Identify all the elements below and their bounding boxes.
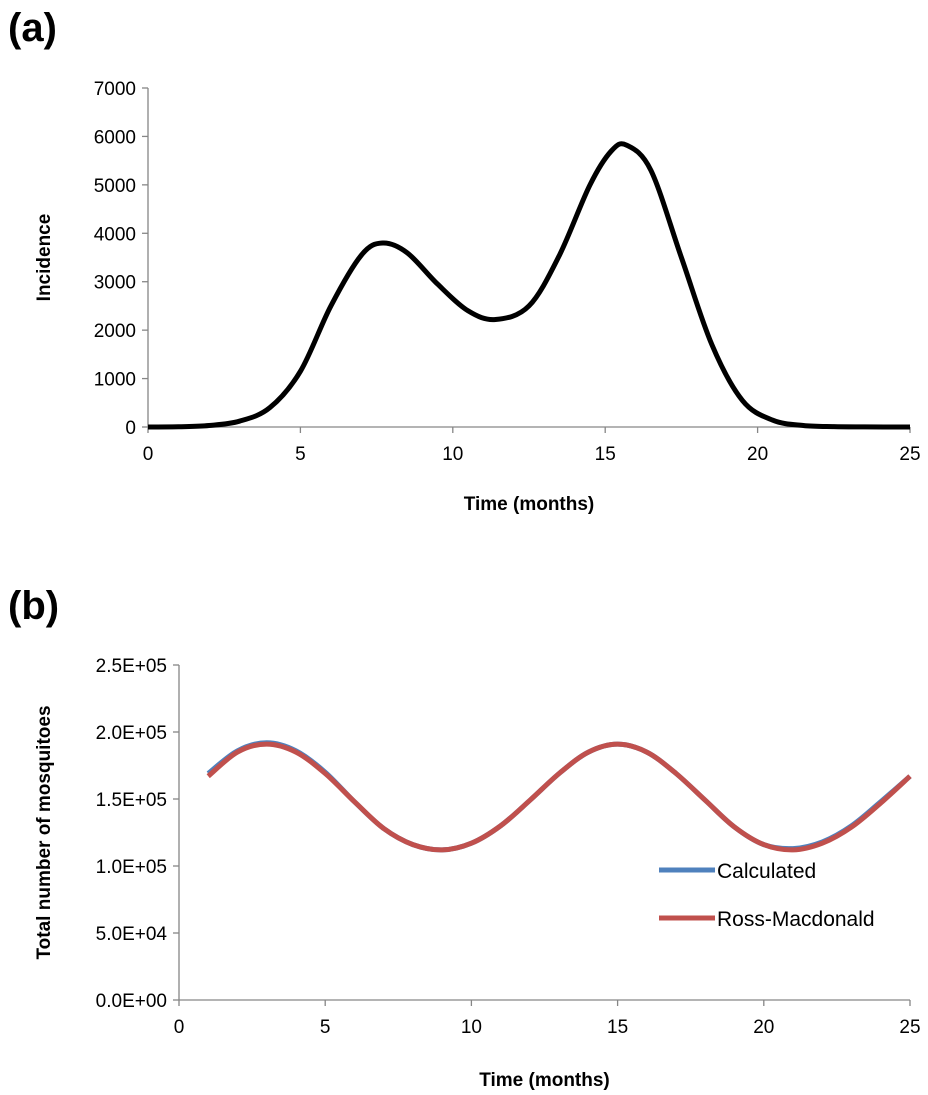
y-tick-label: 5000 [94,176,136,197]
x-tick-label: 25 [899,1017,920,1038]
y-tick-label: 6000 [94,127,136,148]
x-tick-label: 10 [461,1017,482,1038]
x-tick-label: 0 [143,444,154,465]
x-tick-label: 20 [747,444,768,465]
y-tick-label: 5.0E+04 [96,924,168,945]
panel-label-b: (b) [8,584,60,628]
x-tick-label: 25 [899,444,920,465]
legend-label: Ross-Macdonald [717,908,875,931]
legend-label: Calculated [717,860,816,883]
x-tick-label: 10 [442,444,463,465]
series-line-2 [206,741,912,853]
x-axis-title: Time (months) [479,1070,610,1091]
y-axis-title: Total number of mosquitoes [34,705,55,959]
y-tick-label: 1.5E+05 [96,790,167,811]
y-tick-label: 1.0E+05 [96,857,167,878]
x-tick-label: 5 [320,1017,331,1038]
y-tick-label: 0.0E+00 [96,991,167,1012]
x-tick-label: 5 [295,444,306,465]
x-tick-label: 0 [174,1017,185,1038]
y-axis-title: Incidence [34,214,55,302]
y-tick-label: 0 [125,418,136,439]
y-tick-label: 2.5E+05 [96,656,167,677]
x-tick-label: 15 [595,444,616,465]
series-line-1 [147,141,911,430]
y-tick-label: 1000 [94,370,136,391]
x-axis-title: Time (months) [464,494,595,515]
y-tick-label: 2.0E+05 [96,723,167,744]
y-tick-label: 7000 [94,79,136,100]
y-tick-label: 4000 [94,224,136,245]
y-tick-label: 2000 [94,321,136,342]
x-tick-label: 20 [753,1017,774,1038]
incidence-chart: 0 1000 2000 3000 4000 5000 6000 7000 0 5 10 15 20 25 T… [34,79,921,515]
series-line-1 [206,740,912,853]
x-tick-label: 15 [607,1017,628,1038]
panel-label-a: (a) [8,6,57,50]
y-tick-label: 3000 [94,273,136,294]
